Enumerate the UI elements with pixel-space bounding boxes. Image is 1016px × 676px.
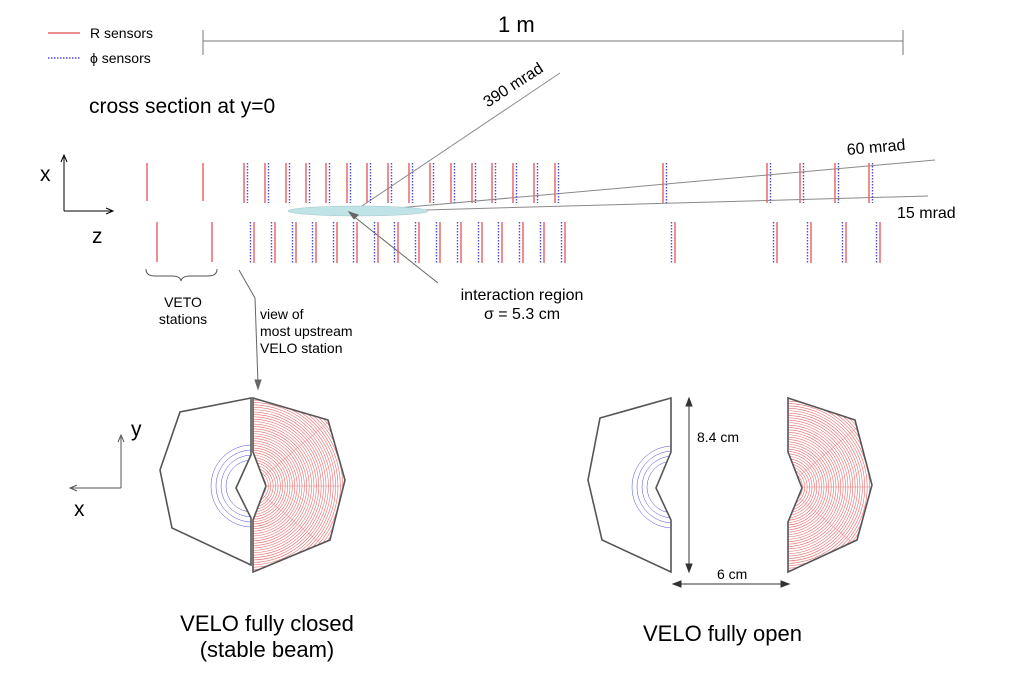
gap-dimension-label: 6 cm bbox=[717, 566, 748, 582]
angle-15-label: 15 mrad bbox=[897, 205, 956, 222]
axis-z-top: z bbox=[92, 225, 103, 248]
pointer-lines bbox=[238, 211, 439, 391]
veto-label-line2: stations bbox=[158, 311, 208, 327]
velo-open bbox=[587, 396, 873, 574]
view-label-line3: VELO station bbox=[260, 340, 343, 356]
top-axes bbox=[60, 153, 115, 215]
caption-open: VELO fully open bbox=[643, 621, 802, 646]
axis-x-top: x bbox=[40, 163, 51, 186]
view-label: view of most upstream VELO station bbox=[260, 306, 353, 357]
veto-label-line1: VETO bbox=[164, 294, 202, 310]
legend-phi-label: ϕ sensors bbox=[90, 50, 151, 66]
closed-phi-module-outline bbox=[159, 397, 252, 567]
velo-sensor-stations bbox=[146, 163, 881, 263]
interaction-label-line1: interaction region bbox=[460, 287, 584, 304]
legend-r-label: R sensors bbox=[90, 25, 154, 41]
caption-closed-line1: VELO fully closed bbox=[180, 611, 354, 636]
line-60-mrad bbox=[352, 159, 936, 213]
view-label-line2: most upstream bbox=[260, 323, 353, 339]
line-15-mrad bbox=[352, 195, 929, 213]
open-r-module-outline bbox=[787, 396, 873, 574]
view-label-line1: view of bbox=[260, 306, 304, 322]
interaction-label-line2: σ = 5.3 cm bbox=[483, 306, 561, 323]
axis-x-bottom: x bbox=[74, 498, 85, 521]
scale-bar bbox=[202, 30, 904, 55]
line-390-mrad bbox=[352, 72, 561, 213]
veto-brace bbox=[145, 268, 218, 282]
caption-closed: VELO fully closed (stable beam) bbox=[147, 611, 387, 663]
section-title: cross section at y=0 bbox=[89, 95, 276, 118]
velo-closed bbox=[159, 396, 346, 574]
interaction-label: interaction region σ = 5.3 cm bbox=[437, 286, 607, 324]
caption-closed-line2: (stable beam) bbox=[199, 637, 335, 662]
bottom-axes bbox=[68, 433, 125, 492]
open-phi-module-outline bbox=[587, 396, 672, 574]
closed-r-module-outline bbox=[252, 396, 346, 574]
interaction-region bbox=[287, 205, 429, 217]
axis-y-bottom: y bbox=[131, 418, 142, 441]
height-dimension-label: 8.4 cm bbox=[697, 429, 740, 445]
dimension-arrows bbox=[671, 396, 791, 588]
veto-label: VETO stations bbox=[148, 294, 218, 328]
scale-label: 1 m bbox=[498, 12, 535, 37]
